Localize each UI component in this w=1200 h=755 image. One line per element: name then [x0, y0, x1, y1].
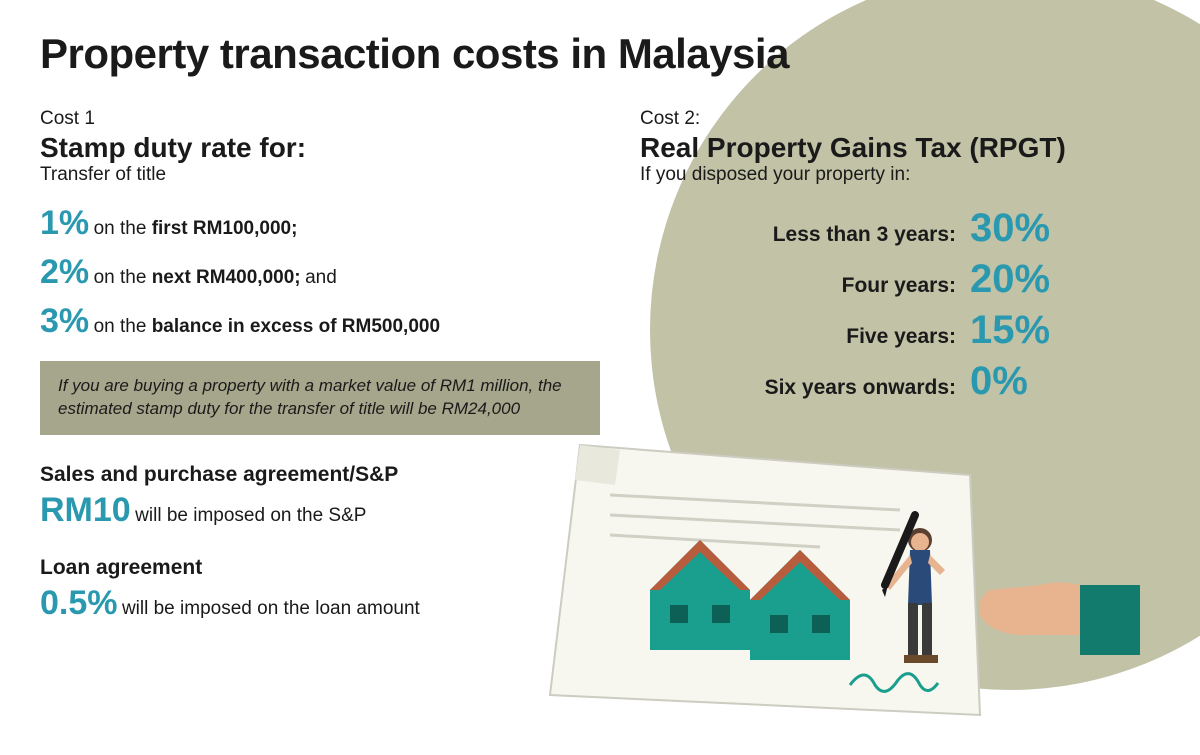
tier-prefix: on the — [94, 218, 152, 239]
tier-bold: balance in excess of RM500,000 — [152, 316, 440, 337]
rpgt-row: Five years: 15% — [640, 308, 1160, 353]
tier-prefix: on the — [94, 316, 152, 337]
loan-text: will be imposed on the loan amount — [122, 598, 420, 619]
loan-heading: Loan agreement — [40, 556, 600, 580]
cost1-column: Cost 1 Stamp duty rate for: Transfer of … — [40, 108, 600, 649]
cost1-heading: Stamp duty rate for: — [40, 132, 600, 164]
rpgt-pct: 30% — [970, 206, 1070, 251]
cost1-sub: Transfer of title — [40, 164, 600, 186]
sp-heading: Sales and purchase agreement/S&P — [40, 463, 600, 487]
tier-row: 1% on the first RM100,000; — [40, 204, 600, 243]
loan-value: 0.5% — [40, 584, 118, 622]
signing-illustration-icon — [520, 385, 1140, 735]
tier-pct: 1% — [40, 204, 89, 242]
rpgt-pct: 20% — [970, 257, 1070, 302]
rpgt-label: Four years: — [842, 274, 956, 298]
sp-text: will be imposed on the S&P — [135, 505, 366, 526]
tier-row: 2% on the next RM400,000; and — [40, 253, 600, 292]
tier-suffix: and — [305, 267, 337, 288]
cost1-label: Cost 1 — [40, 108, 600, 130]
sp-value: RM10 — [40, 491, 131, 529]
rpgt-row: Four years: 20% — [640, 257, 1160, 302]
cost2-heading: Real Property Gains Tax (RPGT) — [640, 132, 1160, 164]
tier-pct: 3% — [40, 302, 89, 340]
cost2-label: Cost 2: — [640, 108, 1160, 130]
cost2-sub: If you disposed your property in: — [640, 164, 1160, 186]
tier-bold: next RM400,000; — [152, 267, 301, 288]
rpgt-label: Less than 3 years: — [773, 223, 956, 247]
sp-section: Sales and purchase agreement/S&P RM10 wi… — [40, 463, 600, 530]
loan-section: Loan agreement 0.5% will be imposed on t… — [40, 556, 600, 623]
tier-pct: 2% — [40, 253, 89, 291]
rpgt-label: Five years: — [846, 325, 956, 349]
rpgt-rows: Less than 3 years: 30% Four years: 20% F… — [640, 206, 1160, 404]
rpgt-pct: 15% — [970, 308, 1070, 353]
tier-prefix: on the — [94, 267, 152, 288]
tier-bold: first RM100,000; — [152, 218, 298, 239]
page-title: Property transaction costs in Malaysia — [40, 30, 1160, 78]
rpgt-row: Less than 3 years: 30% — [640, 206, 1160, 251]
tier-row: 3% on the balance in excess of RM500,000 — [40, 302, 600, 341]
note-box: If you are buying a property with a mark… — [40, 361, 600, 435]
